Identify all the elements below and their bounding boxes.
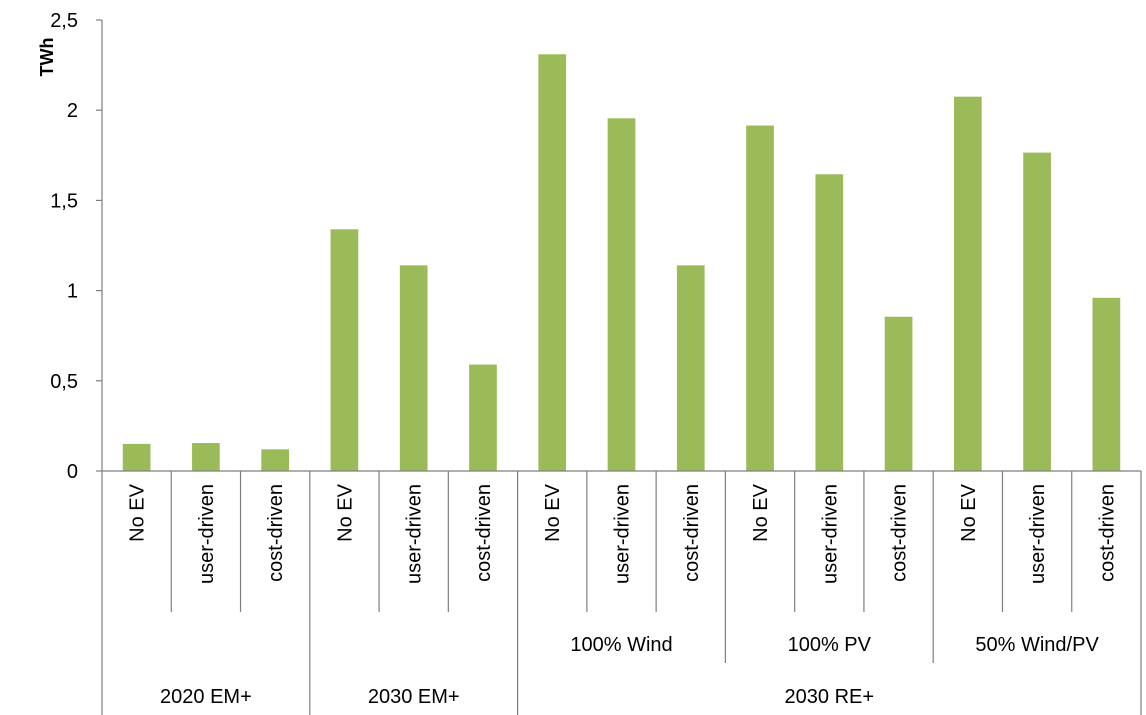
bar [746,125,774,471]
bar [1092,297,1121,471]
x-category-label: cost-driven [889,484,911,582]
bar [469,364,497,471]
x-category-label: No EV [334,483,356,541]
bar [953,96,982,472]
x-group-label: 2030 EM+ [368,686,460,708]
y-tick-label: 2 [67,100,78,122]
x-category-label: user-driven [819,484,841,584]
axes [96,19,1142,715]
x-category-label: cost-driven [681,484,703,582]
bar [538,54,567,471]
bars [122,54,1121,472]
bar [815,174,844,471]
y-tick-label: 0,5 [50,371,78,393]
x-category-label: user-driven [404,484,426,584]
bar [884,316,913,471]
bar [399,265,428,471]
x-category-label: cost-driven [1096,484,1118,582]
bar [122,443,151,471]
y-tick-label: 1,5 [50,190,78,212]
bar [192,443,220,471]
y-tick-label: 2,5 [50,10,78,32]
x-category-label: user-driven [1027,484,1049,584]
x-category-label: cost-driven [473,484,495,582]
bar [261,449,290,471]
y-tick-label: 0 [67,461,78,483]
bar [330,229,359,471]
bar [1023,152,1051,471]
x-category-label: cost-driven [265,484,287,582]
y-tick-label: 1 [67,281,78,303]
x-subgroup-label: 100% Wind [570,634,672,656]
x-subgroup-label: 50% Wind/PV [975,634,1099,656]
x-category-label: No EV [958,483,980,541]
x-category-label: user-driven [612,484,634,584]
x-subgroup-label: 100% PV [788,634,872,656]
x-category-label: No EV [750,483,772,541]
x-axis-labels: No EV user-driven cost-driven No EV user-dri… [127,483,1119,708]
x-category-label: No EV [127,483,149,541]
y-axis-ticks: 0 0,5 1 1,5 2 2,5 [50,10,78,483]
x-group-label: 2030 RE+ [785,686,875,708]
x-group-label: 2020 EM+ [160,686,252,708]
x-category-label: No EV [542,483,564,541]
bar [607,118,636,472]
bar [676,265,705,471]
x-category-label: user-driven [196,484,218,584]
y-axis-label: TWh [37,38,57,77]
